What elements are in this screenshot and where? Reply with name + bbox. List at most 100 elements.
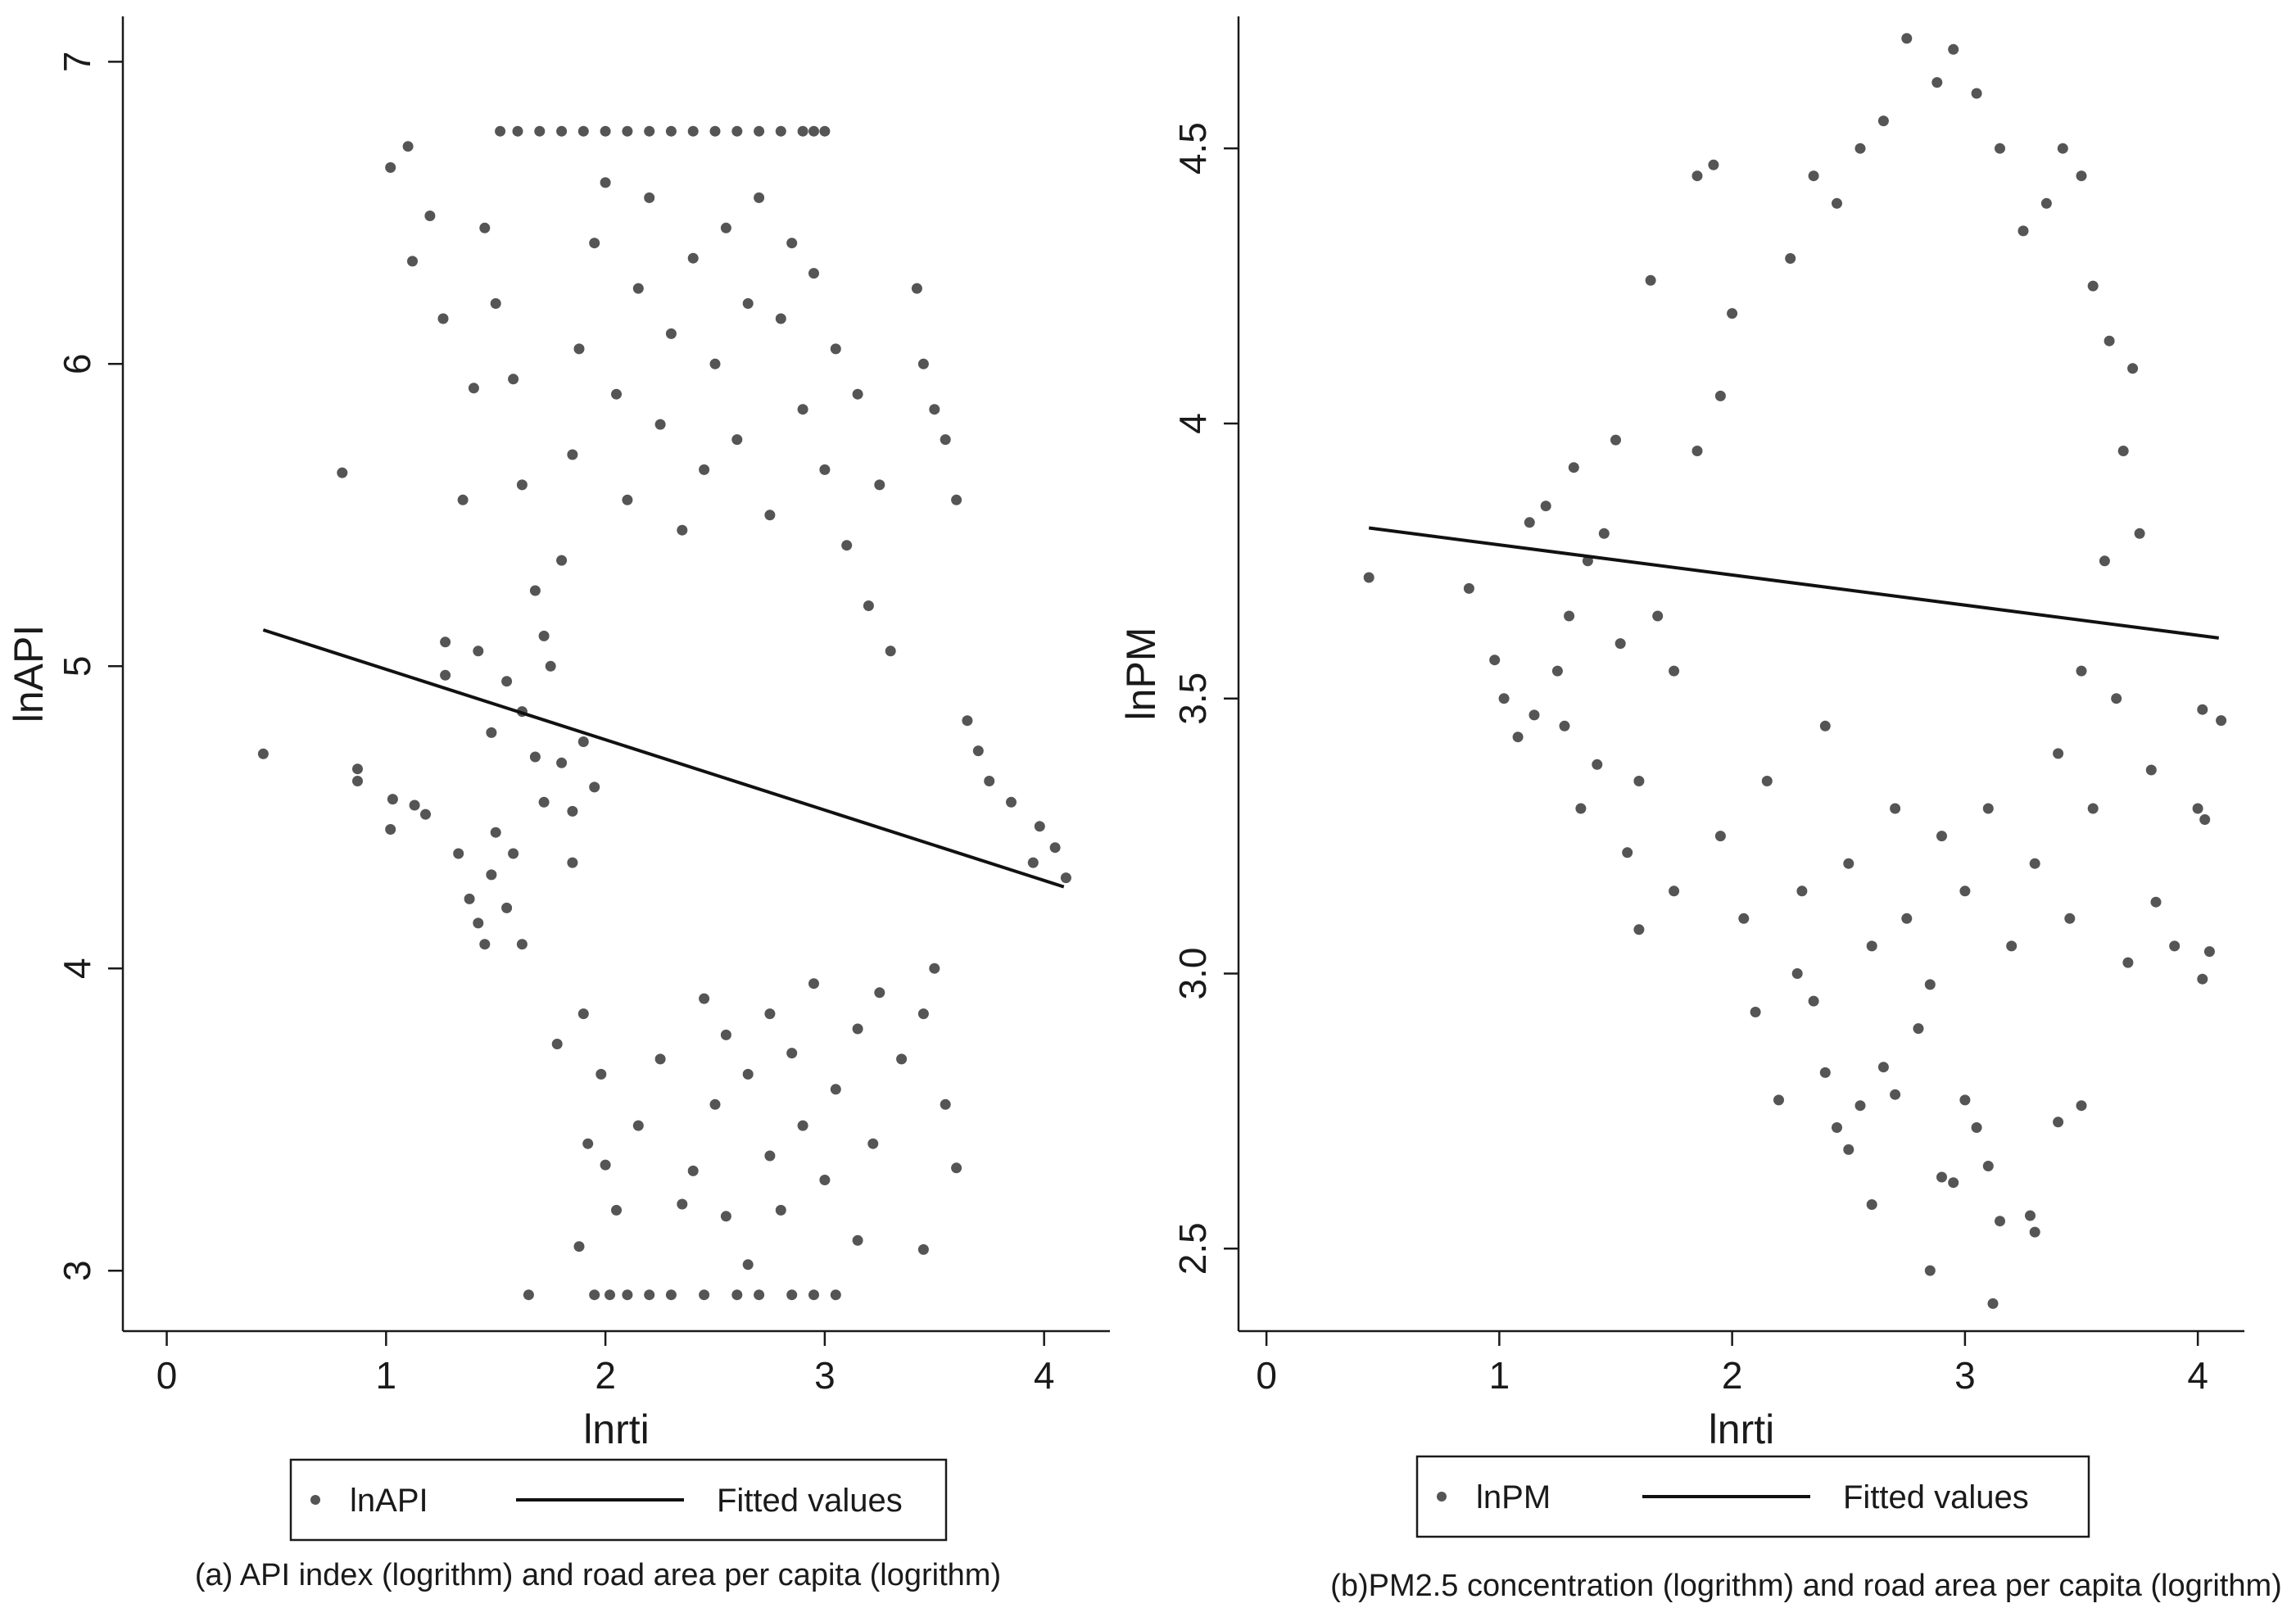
panel-b-data-point <box>2127 363 2139 374</box>
panel-b-data-point <box>1610 434 1621 446</box>
panel-b-data-point <box>2104 335 2115 346</box>
panel-b-data-point <box>2025 1210 2036 1221</box>
panel-a-data-point <box>808 125 819 137</box>
panel-a-data-point <box>582 1138 594 1149</box>
panel-b-data-point <box>2117 446 2129 456</box>
panel-a-data-point <box>819 125 831 137</box>
panel-a-data-point <box>611 388 622 400</box>
panel-a-data-point <box>596 1068 607 1080</box>
panel-b-data-point <box>1843 858 1854 869</box>
panel-a-x-tick-label: 0 <box>156 1354 178 1397</box>
panel-a-data-point <box>538 630 550 641</box>
panel-b-data-point <box>1982 1161 1994 1171</box>
panel-b-data-point <box>2040 197 2052 209</box>
panel-a-data-point <box>424 211 436 221</box>
panel-a-data-point <box>665 1289 677 1301</box>
panel-b-data-point <box>1948 43 1959 55</box>
panel-a-data-point <box>577 1008 589 1020</box>
panel-b-data-point <box>1987 1298 1999 1309</box>
panel-a-data-point <box>516 479 528 491</box>
panel-a-data-point <box>409 799 420 811</box>
panel-b-data-point <box>1913 1023 1924 1035</box>
panel-a-data-point <box>556 757 568 768</box>
panel-a-data-point <box>852 1023 863 1035</box>
panel-b-data-point <box>2122 957 2134 968</box>
panel-a-data-point <box>841 540 853 551</box>
panel-b-data-point <box>1924 979 1936 990</box>
panel-a-data-point <box>1049 842 1061 854</box>
panel-a-data-point <box>867 1138 879 1149</box>
panel-a-data-point <box>577 736 589 747</box>
panel-a-data-point <box>589 781 600 793</box>
panel-b-data-point <box>2076 1100 2087 1112</box>
panel-b-legend: lnPM Fitted values <box>1415 1455 2090 1538</box>
panel-a-data-point <box>742 298 754 309</box>
panel-b-data-point <box>1791 968 1803 979</box>
panel-a-data-point <box>720 1029 731 1040</box>
panel-b-legend-label-scatter: lnPM <box>1476 1479 1551 1515</box>
panel-a-data-point <box>529 751 541 763</box>
panel-b-caption: (b)PM2.5 concentration (logrithm) and ro… <box>1330 1569 2282 1603</box>
panel-b-data-point <box>1890 1089 1901 1100</box>
panel-b-data-point <box>1750 1007 1761 1017</box>
panel-a-data-point <box>385 824 396 835</box>
panel-b-data-point <box>1808 170 1819 182</box>
panel-b-y-ticks: 2.5 3.0 3.5 4 4.5 <box>1171 122 1239 1275</box>
panel-b-data-point <box>2111 693 2122 704</box>
panel-b-data-point <box>1866 1199 1877 1210</box>
panel-b-data-point <box>2076 665 2087 677</box>
panel-b-data-point <box>2197 973 2208 985</box>
panel-b-y-tick-label: 2.5 <box>1171 1222 1214 1275</box>
panel-b-data-point <box>1568 462 1579 473</box>
panel-a-data-point <box>687 125 699 137</box>
panel-a-data-point <box>632 283 644 294</box>
panel-a-data-point <box>622 125 633 137</box>
panel-b-data-point <box>1843 1144 1854 1155</box>
panel-a-data-point <box>786 238 798 249</box>
panel-b-data-point <box>1714 390 1726 401</box>
panel-a-data-point <box>337 467 348 478</box>
panel-b-data-point <box>1463 582 1474 594</box>
panel-a-data-point <box>407 256 418 267</box>
panel-a-data-point <box>951 1162 962 1174</box>
panel-b-data-point <box>1652 610 1664 622</box>
panel-b-legend-marker-icon <box>1437 1492 1447 1502</box>
panel-b-data-point <box>2145 764 2157 776</box>
panel-b-data-point <box>2017 225 2029 237</box>
panel-a-data-point <box>665 328 677 339</box>
panel-a-data-point <box>951 494 962 505</box>
panel-a-x-axis-title: lnrti <box>583 1406 650 1452</box>
panel-a-data-point <box>453 848 464 859</box>
panel-a-data-point <box>808 1289 819 1301</box>
panel-b-data-point <box>1714 831 1726 842</box>
panel-a-data-point <box>830 343 841 355</box>
panel-a-data-point <box>654 419 666 430</box>
panel-a-data-point <box>775 125 786 137</box>
panel-b-data-point <box>1498 693 1510 704</box>
panel-b-fitted-line <box>1368 526 2219 640</box>
panel-b-data-point <box>1948 1177 1959 1189</box>
panel-a-data-point <box>468 383 479 394</box>
panel-a-data-point <box>352 776 363 786</box>
panel-a-data-point <box>486 869 497 881</box>
panel-b-data-point <box>1598 528 1610 539</box>
panel-a-data-point <box>863 600 874 611</box>
panel-a-data-point <box>819 1175 831 1185</box>
panel-a-data-point <box>495 125 506 137</box>
panel-b-x-tick-label: 3 <box>1954 1354 1976 1397</box>
panel-b-data-point <box>1761 776 1773 786</box>
panel-b-data-point <box>2053 748 2064 759</box>
panel-b: 0 1 2 3 4 2.5 3.0 3.5 4 4.5 lnrti lnPM lnPM Fitt… <box>1118 16 2282 1603</box>
panel-b-data-point <box>1819 1067 1831 1078</box>
panel-a-data-point <box>490 298 501 309</box>
panel-a-scatter-points <box>257 125 1071 1301</box>
panel-a-data-point <box>567 857 578 868</box>
panel-b-data-point <box>1971 88 1982 99</box>
panel-b-data-point <box>1592 759 1603 770</box>
panel-a-data-point <box>687 252 699 264</box>
panel-b-data-point <box>1633 924 1645 935</box>
panel-a-data-point <box>929 962 940 974</box>
panel-a-data-point <box>490 827 501 838</box>
panel-a-data-point <box>731 1289 743 1301</box>
